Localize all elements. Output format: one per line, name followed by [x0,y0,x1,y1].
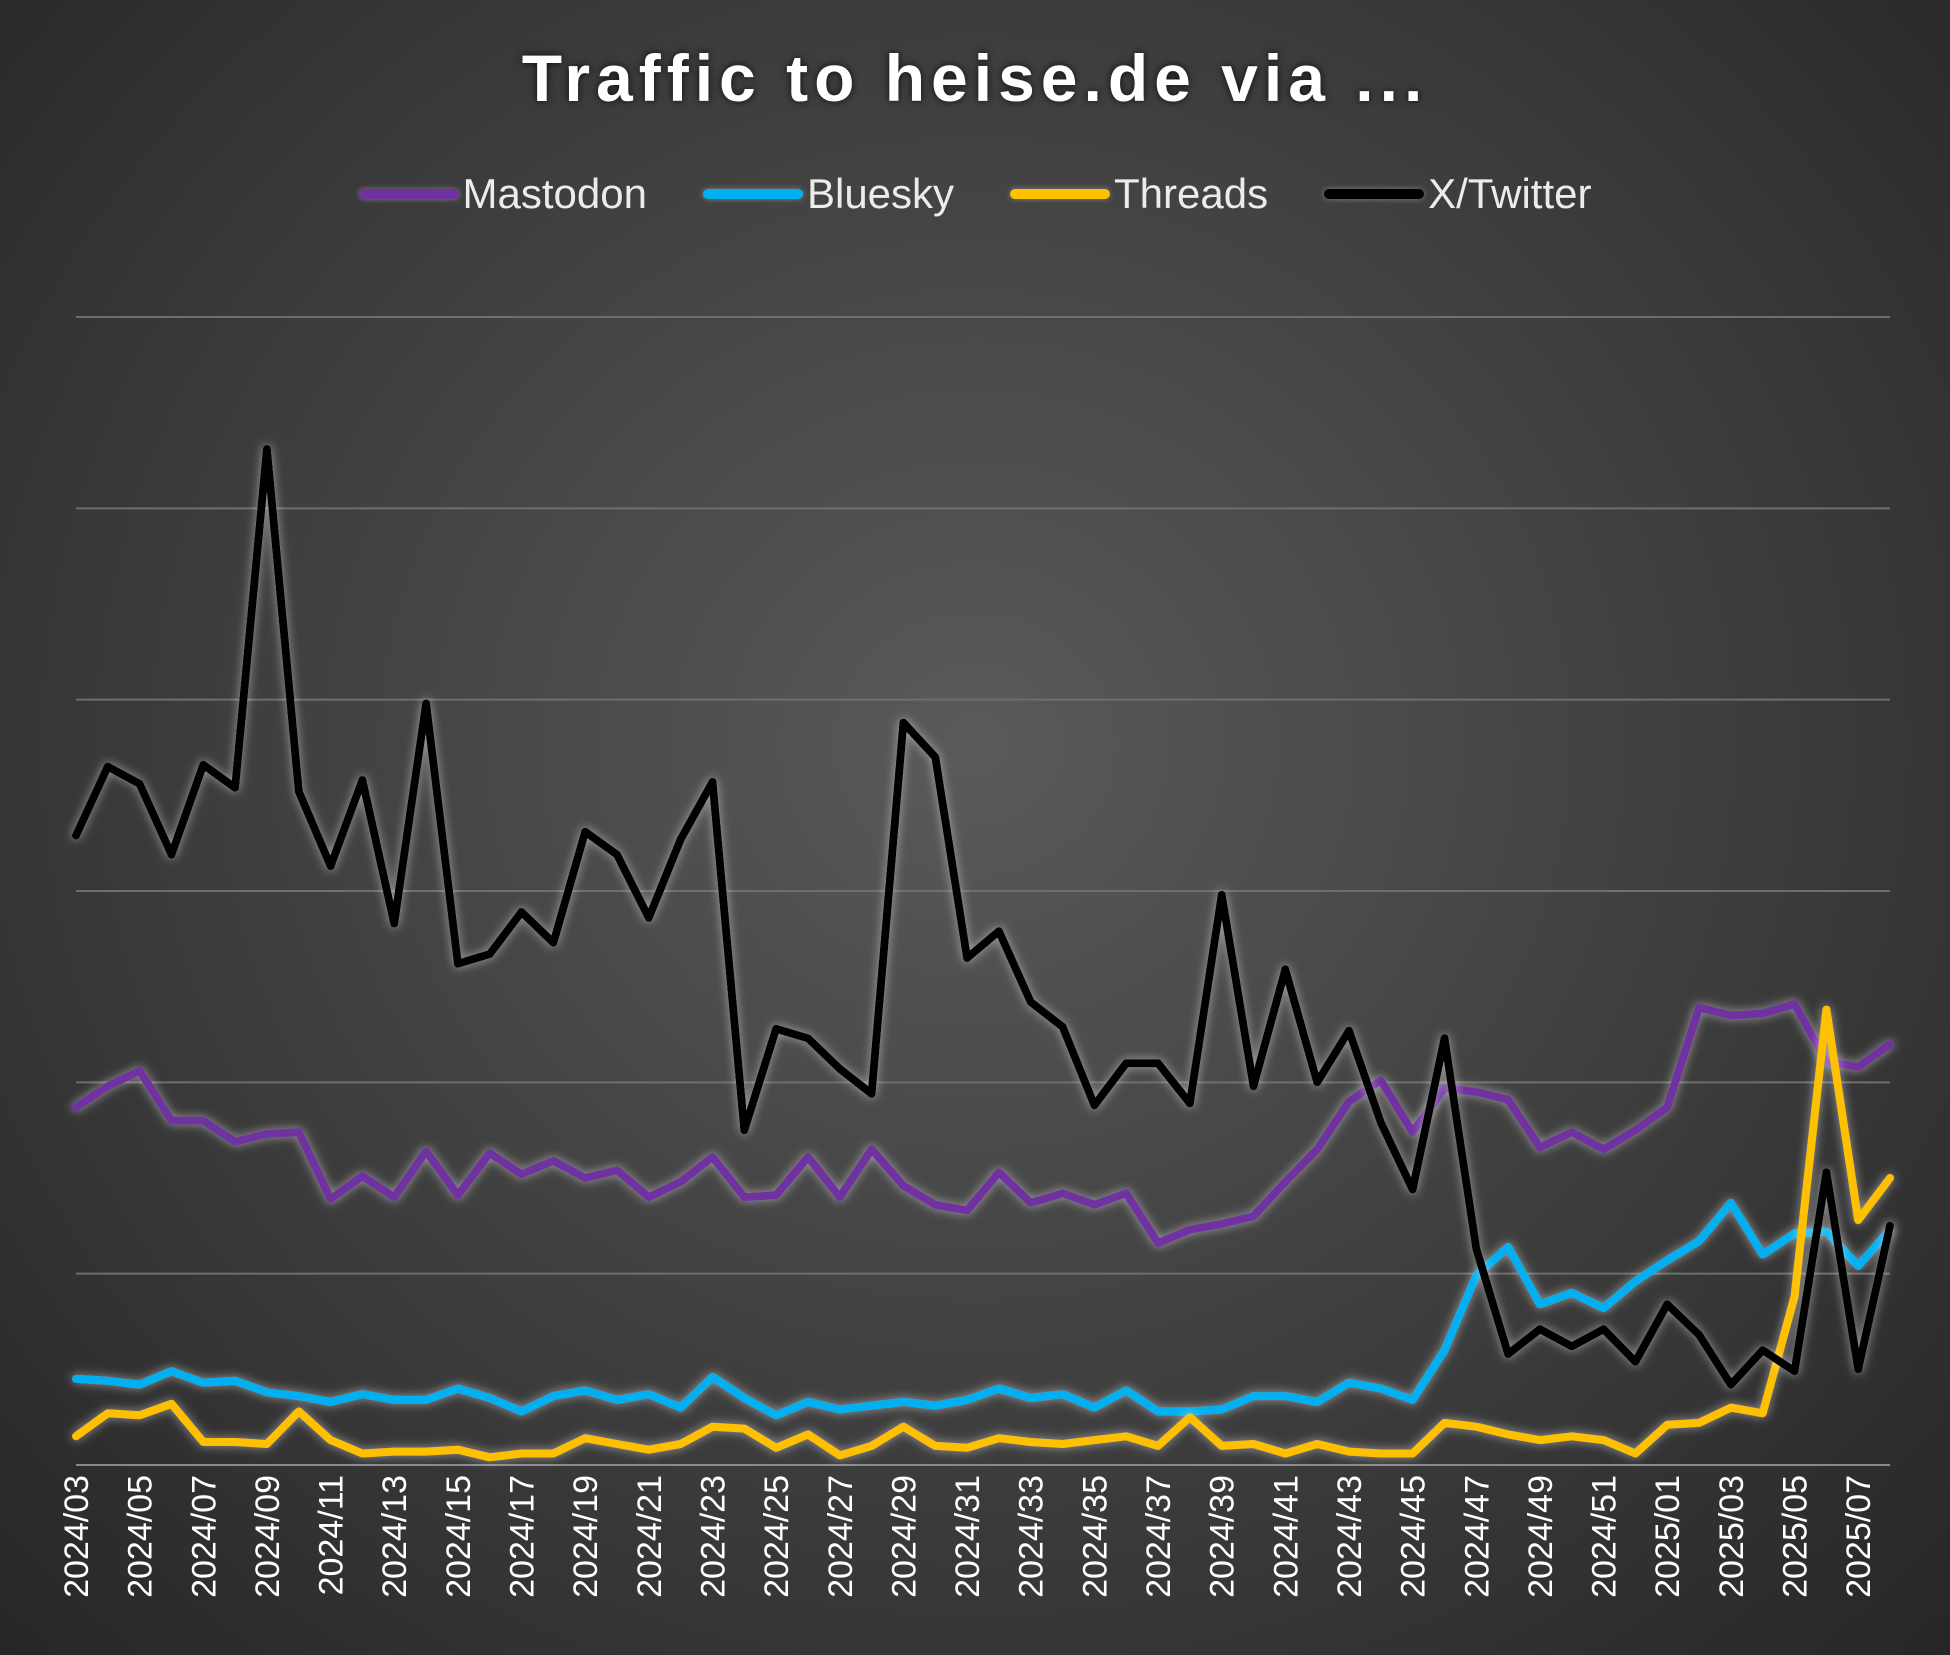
series-line-bluesky [72,1198,1894,1420]
legend-swatch [1324,189,1425,199]
x-tick-label: 2024/05 [122,1475,160,1598]
legend-item-threads: Threads [1010,170,1268,218]
x-tick-label: 2024/11 [313,1475,351,1595]
series-lines [72,445,1894,1462]
x-tick-label: 2024/21 [631,1475,669,1598]
x-tick-label: 2025/07 [1840,1475,1878,1598]
x-tick-label: 2024/47 [1458,1475,1496,1598]
legend: Mastodon Bluesky Threads X/Twitter [0,170,1950,218]
x-tick-label: 2024/23 [695,1475,733,1598]
x-tick-label: 2024/33 [1013,1475,1051,1598]
x-tick-label: 2025/01 [1649,1475,1687,1598]
x-tick-label: 2024/03 [58,1475,96,1598]
x-tick-label: 2025/05 [1777,1475,1815,1598]
x-tick-label: 2024/27 [822,1475,860,1598]
x-tick-label: 2024/15 [440,1475,478,1598]
x-tick-label: 2024/35 [1076,1475,1114,1598]
legend-swatch [1010,189,1111,199]
chart-title: Traffic to heise.de via ... [521,41,1429,115]
x-tick-label: 2024/29 [885,1475,923,1598]
x-tick-label: 2024/41 [1267,1475,1305,1598]
legend-swatch [702,189,803,199]
x-tick-label: 2024/07 [185,1475,223,1598]
legend-label: Mastodon [462,170,647,217]
x-tick-label: 2024/51 [1586,1475,1624,1598]
x-tick-label: 2024/25 [758,1475,796,1598]
x-tick-label: 2024/49 [1522,1475,1560,1598]
x-tick-label: 2024/37 [1140,1475,1178,1598]
x-tick-label: 2024/31 [949,1475,987,1598]
series-line-mastodon [72,999,1894,1248]
x-tick-label: 2024/39 [1204,1475,1242,1598]
x-tick-label: 2024/17 [504,1475,542,1598]
x-tick-label: 2025/03 [1713,1475,1751,1598]
x-tick-label: 2024/09 [249,1475,287,1598]
x-tick-label: 2024/43 [1331,1475,1369,1598]
legend-swatch [358,189,459,199]
x-axis-tick-labels: 2024/03 2024/05 2024/07 2024/09 2024/11 2024/… [58,1475,1878,1598]
legend-label: Threads [1114,170,1269,217]
x-tick-label: 2024/13 [376,1475,414,1598]
series-line-x-twitter [72,445,1894,1389]
legend-item-bluesky: Bluesky [702,170,955,218]
gridlines [76,316,1890,1466]
x-tick-label: 2024/19 [567,1475,605,1598]
legend-item-x-twitter: X/Twitter [1324,170,1591,218]
series-line-threads [72,1005,1894,1462]
legend-item-mastodon: Mastodon [358,170,647,218]
x-tick-label: 2024/45 [1395,1475,1433,1598]
legend-label: X/Twitter [1428,170,1592,217]
legend-label: Bluesky [806,170,955,217]
